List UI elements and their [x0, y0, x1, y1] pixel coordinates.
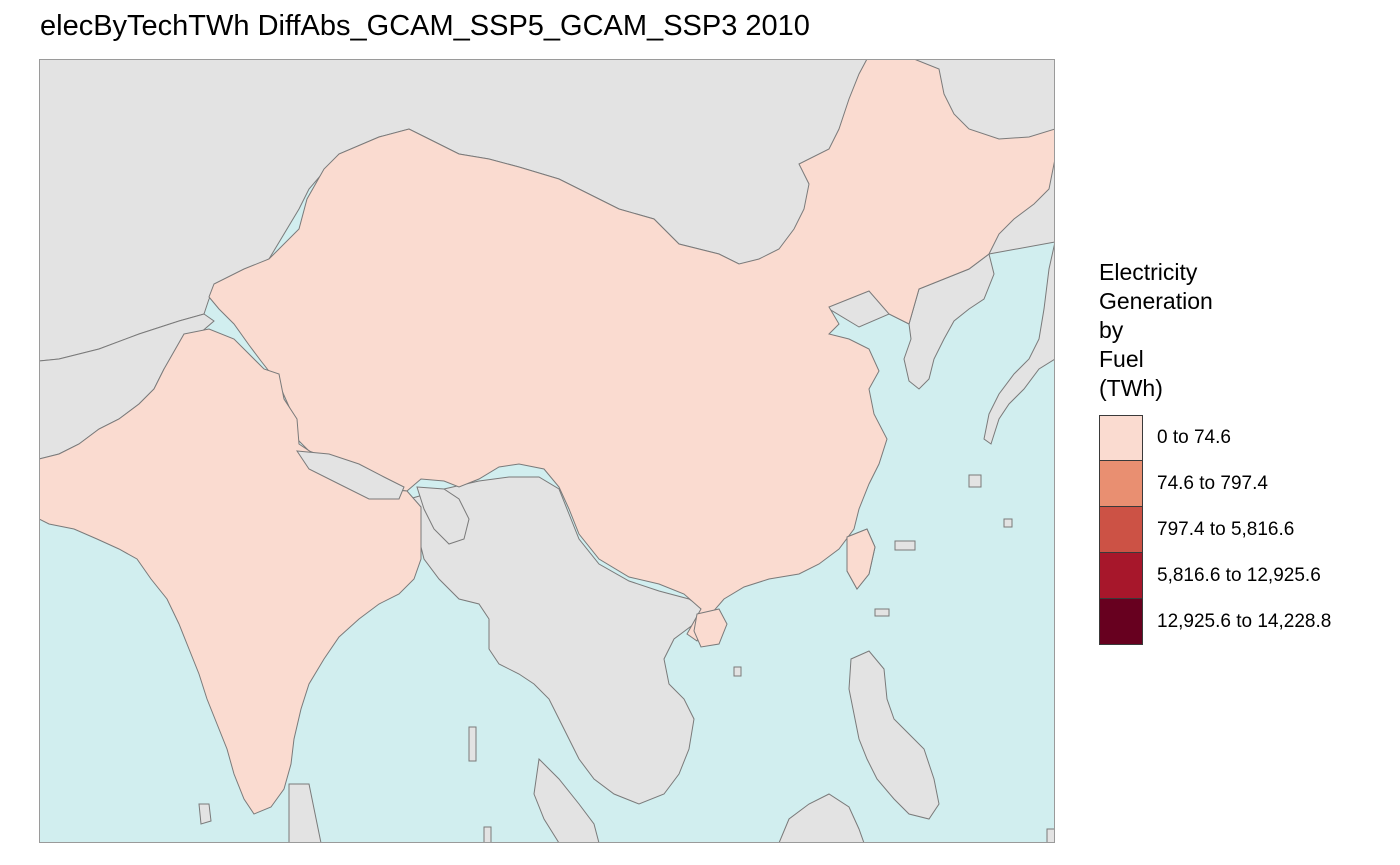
land-borneo-edge	[778, 793, 865, 843]
land-sumatra-edge	[288, 783, 322, 843]
region-taiwan[interactable]	[846, 528, 876, 590]
map-svg	[39, 59, 1055, 843]
legend-title-line: Fuel	[1099, 346, 1144, 372]
legend-label: 0 to 74.6	[1157, 427, 1231, 448]
land-malay-peninsula	[533, 757, 600, 843]
interior-no-data	[296, 450, 470, 545]
island-g	[483, 826, 492, 843]
legend-item: 5,816.6 to 12,925.6	[1099, 553, 1331, 599]
legend-item: 12,925.6 to 14,228.8	[1099, 599, 1331, 645]
legend-label: 797.4 to 5,816.6	[1157, 519, 1295, 540]
island-a	[468, 726, 477, 762]
island-c	[874, 608, 890, 617]
island-e	[968, 474, 982, 488]
legend-items: 0 to 74.6 74.6 to 797.4 797.4 to 5,816.6…	[1099, 415, 1331, 645]
land-philippines	[848, 650, 940, 820]
legend-label: 12,925.6 to 14,228.8	[1157, 611, 1332, 632]
legend-title-line: by	[1099, 317, 1124, 343]
legend-item: 0 to 74.6	[1099, 415, 1331, 461]
island-f	[1003, 518, 1013, 528]
legend-label: 5,816.6 to 12,925.6	[1157, 565, 1321, 586]
legend-swatch	[1099, 507, 1143, 553]
legend-title-line: Electricity	[1099, 259, 1198, 285]
island-h	[1046, 828, 1055, 843]
data-regions	[39, 59, 1055, 815]
land-nepal	[296, 450, 405, 500]
legend-title-line: (TWh)	[1099, 375, 1163, 401]
region-china[interactable]	[208, 59, 1055, 642]
legend-title: Electricity Generation by Fuel (TWh)	[1099, 258, 1269, 403]
legend-swatch	[1099, 599, 1143, 645]
land-sri-lanka	[198, 803, 212, 825]
legend-item: 797.4 to 5,816.6	[1099, 507, 1331, 553]
legend-swatch	[1099, 461, 1143, 507]
map-title: elecByTechTWh DiffAbs_GCAM_SSP5_GCAM_SSP…	[40, 10, 810, 42]
legend-title-line: Generation	[1099, 288, 1213, 314]
legend: Electricity Generation by Fuel (TWh) 0 t…	[1099, 258, 1331, 645]
land-japan	[983, 241, 1055, 445]
map-panel	[39, 59, 1055, 843]
legend-label: 74.6 to 797.4	[1157, 473, 1268, 494]
map-frame	[39, 59, 1055, 843]
legend-swatch	[1099, 415, 1143, 461]
island-b	[894, 540, 916, 551]
land-southeast-asia	[408, 476, 705, 805]
legend-swatch	[1099, 553, 1143, 599]
land-bangladesh	[416, 486, 470, 545]
legend-item: 74.6 to 797.4	[1099, 461, 1331, 507]
region-hainan[interactable]	[693, 608, 728, 648]
island-d	[733, 666, 742, 677]
